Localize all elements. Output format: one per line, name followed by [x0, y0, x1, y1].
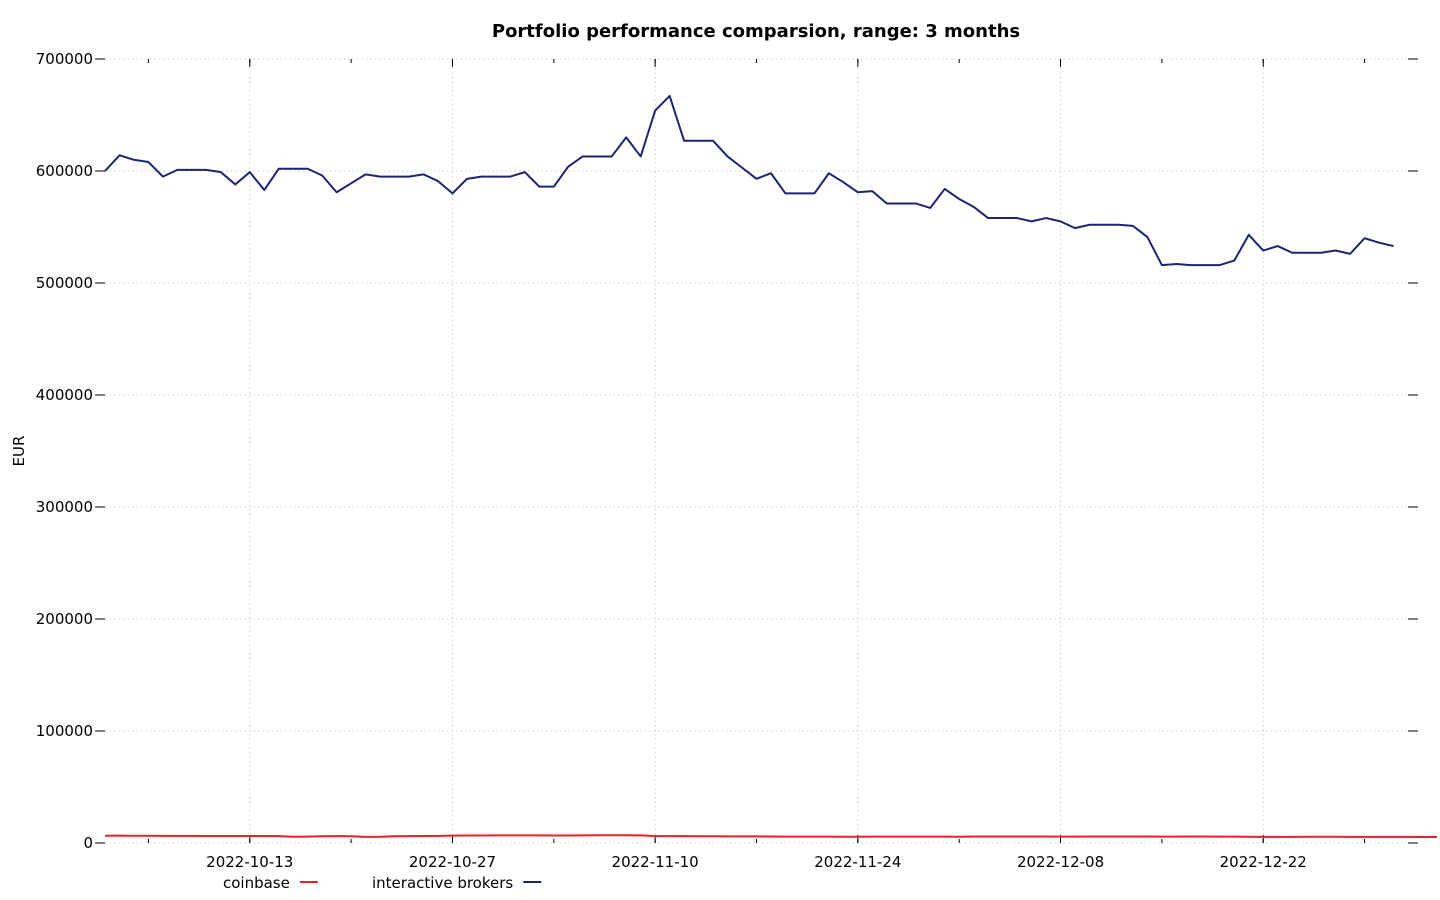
x-tick-label: 2022-11-24 [814, 853, 901, 871]
y-tick-label: 100000 [36, 722, 93, 740]
y-tick-label: 600000 [36, 162, 93, 180]
x-tick-label: 2022-12-08 [1017, 853, 1104, 871]
legend-label-0: coinbase [223, 874, 290, 892]
series-line-1 [104, 94, 1394, 267]
y-tick-label: 400000 [36, 386, 93, 404]
y-tick-label: 300000 [36, 498, 93, 516]
y-axis-label: EUR [10, 436, 28, 467]
y-tick-label: 700000 [36, 50, 93, 68]
series-line-0 [104, 834, 1437, 838]
y-tick-label: 500000 [36, 274, 93, 292]
y-tick-label: 200000 [36, 610, 93, 628]
grid [105, 58, 1408, 844]
legend-label-1: interactive brokers [372, 874, 513, 892]
series-group [104, 94, 1437, 838]
chart-title: Portfolio performance comparsion, range:… [492, 21, 1020, 42]
x-tick-label: 2022-12-22 [1220, 853, 1307, 871]
axes: 0 100000 200000 300000 400000 500000 600000 700… [36, 50, 1418, 871]
x-tick-label: 2022-10-13 [206, 853, 293, 871]
legend: coinbase interactive brokers [223, 874, 542, 892]
x-tick-label: 2022-11-10 [612, 853, 699, 871]
y-tick-label: 0 [83, 834, 93, 852]
x-tick-label: 2022-10-27 [409, 853, 496, 871]
